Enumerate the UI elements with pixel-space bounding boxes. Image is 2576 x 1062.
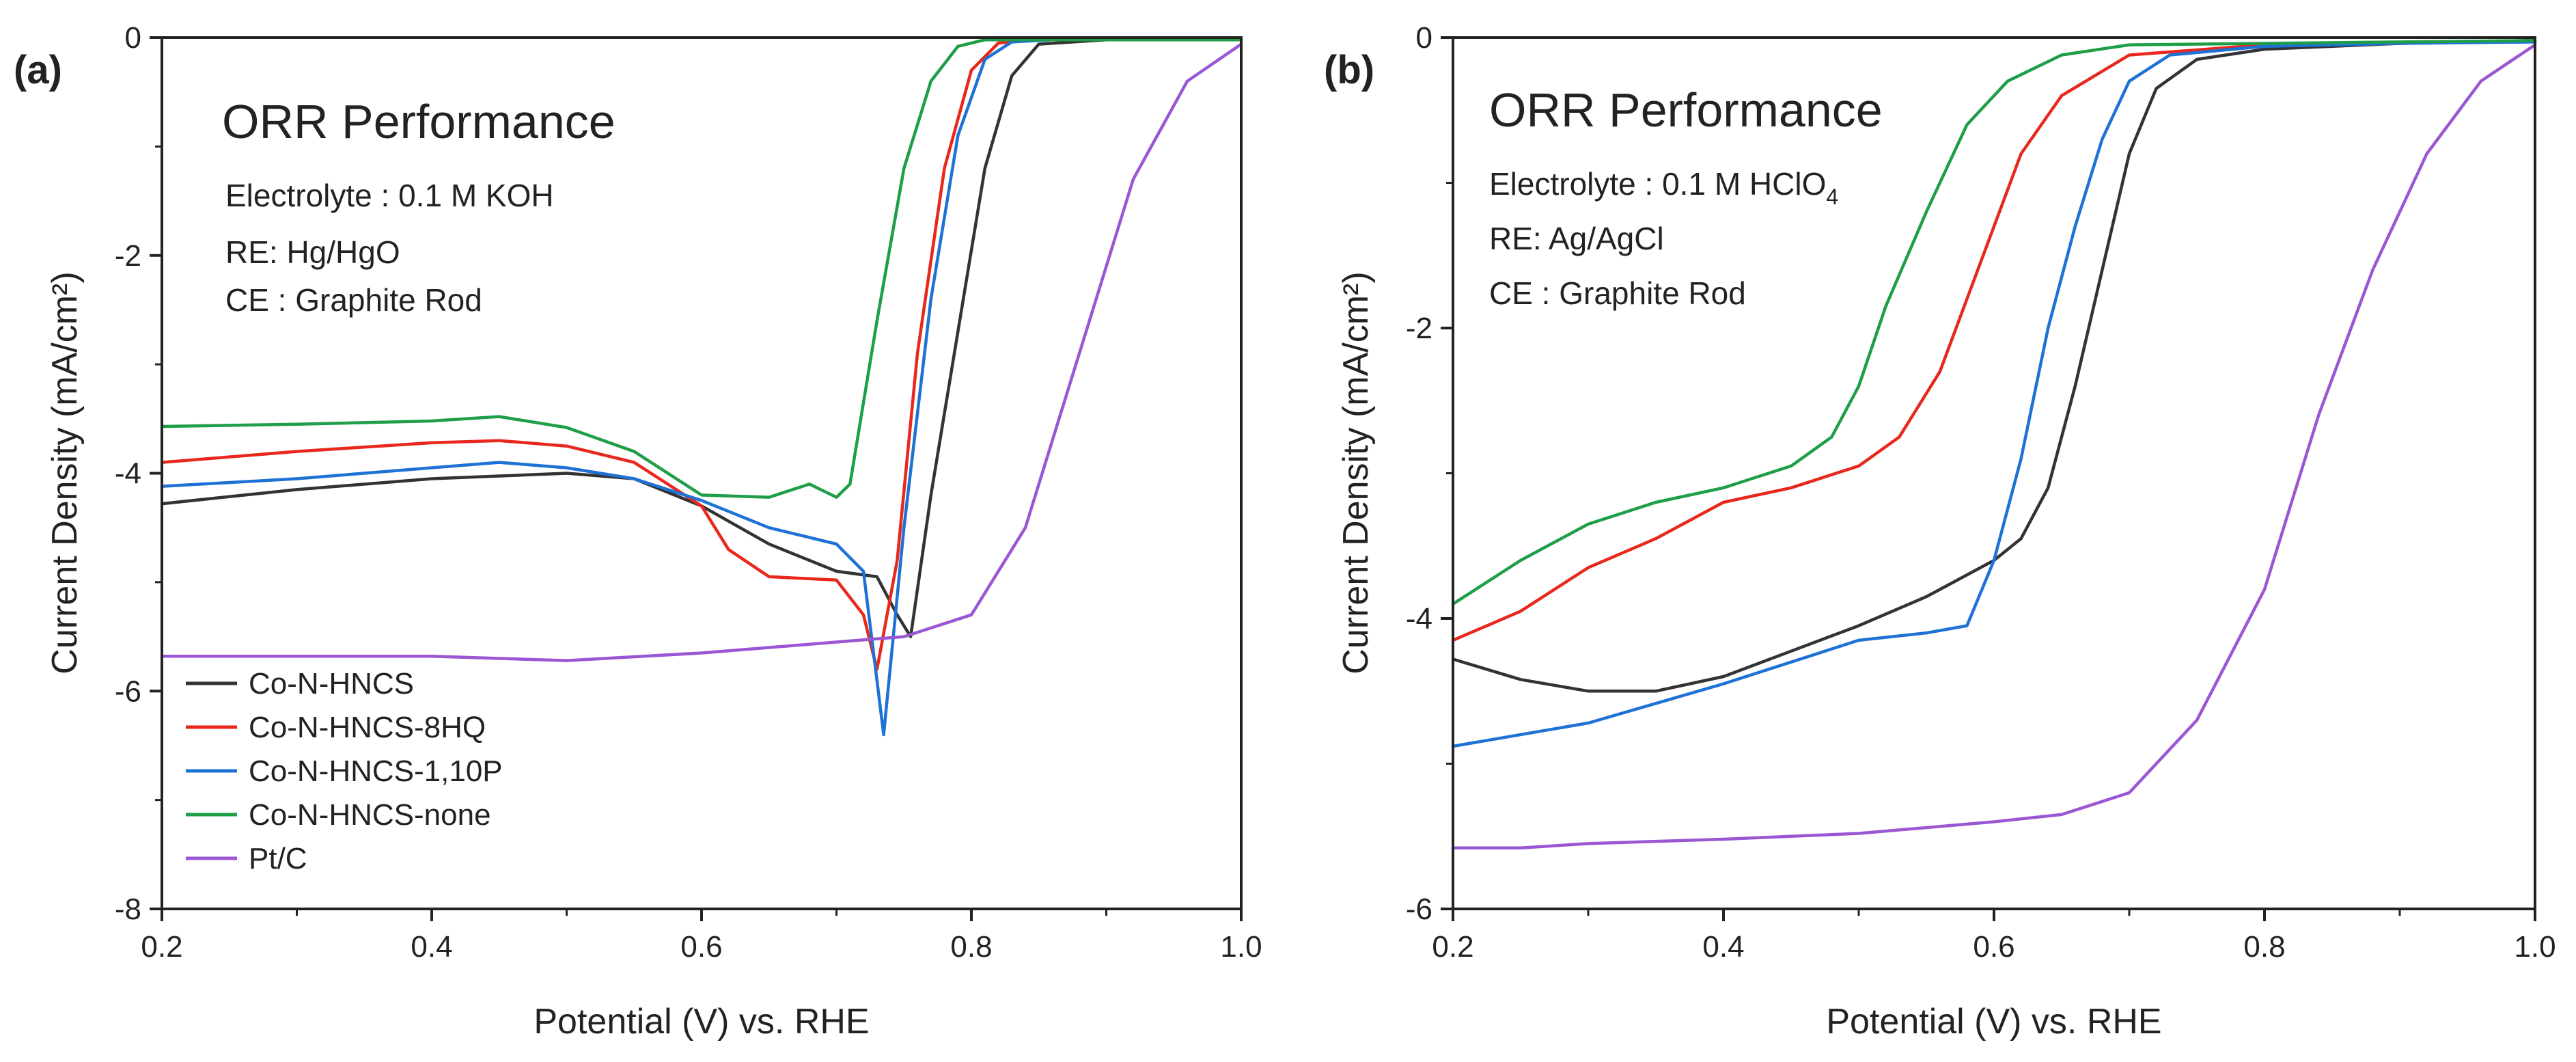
panel-b-annotation-re: RE: Ag/AgCl (1489, 221, 1664, 256)
panel-b-x-tick-label: 0.4 (1702, 930, 1744, 964)
panel-b-y-ticks: 0 -2 -4 -6 (1406, 21, 1453, 926)
panel-b-series-line-4 (1451, 43, 2537, 850)
panel-b-y-tick-label: 0 (1416, 21, 1432, 55)
panel-b-x-tick-label: 0.6 (1973, 930, 2014, 964)
panel-b-x-axis-title: Potential (V) vs. RHE (1826, 1002, 2161, 1041)
panel-a-label: (a) (14, 48, 62, 92)
panel-b-title: ORR Performance (1489, 83, 1883, 137)
panel-a-annotation-re: RE: Hg/HgO (225, 234, 400, 270)
panel-a-x-tick-label: 0.4 (411, 930, 452, 964)
panel-b-x-ticks: 0.2 0.4 0.6 0.8 1.0 (1432, 909, 2556, 964)
panel-a-x-ticks: 0.2 0.4 0.6 0.8 1.0 (141, 909, 1262, 964)
panel-a-y-tick-label: -8 (115, 893, 141, 926)
panel-b-annotation-electrolyte-subscript: 4 (1826, 185, 1838, 209)
panel-a-x-tick-label: 0.8 (950, 930, 992, 964)
panel-a-x-axis-title: Potential (V) vs. RHE (534, 1002, 869, 1041)
legend-label-1: Co-N-HNCS-8HQ (249, 711, 486, 744)
panel-b-annotation-electrolyte-main: Electrolyte : 0.1 M HClO (1489, 166, 1826, 202)
panel-b-series-group (1451, 39, 2537, 850)
panel-b-series-line-1 (1451, 39, 2537, 642)
panel-b-y-axis-title: Current Density (mA/cm²) (1336, 271, 1376, 674)
panel-a-y-tick-label: 0 (125, 21, 141, 55)
panel-a-series-line-3 (160, 38, 1243, 499)
panel-b-x-tick-label: 0.8 (2243, 930, 2285, 964)
chart-panel-a: (a) 0.2 0.4 0.6 0.8 1.0 0 -2 -4 -6 -8 ORR Perfor… (14, 21, 1262, 1041)
panel-a-y-ticks: 0 -2 -4 -6 -8 (115, 21, 162, 926)
panel-a-series-line-1 (160, 38, 1243, 671)
panel-b-annotation-electrolyte: Electrolyte : 0.1 M HClO4 (1489, 166, 1838, 209)
panel-a-series-group (160, 38, 1243, 737)
panel-b-series-line-0 (1451, 39, 2537, 693)
panel-b-y-tick-label: -4 (1406, 602, 1432, 636)
panel-a-x-tick-label: 0.6 (680, 930, 722, 964)
panel-a-x-tick-label: 1.0 (1220, 930, 1262, 964)
panel-a-y-tick-label: -4 (115, 457, 141, 491)
panel-a-series-line-0 (160, 38, 1243, 638)
chart-panel-b: (b) 0.2 0.4 0.6 0.8 1.0 0 -2 -4 -6 ORR Performa… (1324, 21, 2556, 1041)
panel-a-title: ORR Performance (222, 95, 615, 148)
panel-b-series-line-2 (1451, 40, 2537, 748)
panel-b-y-tick-label: -6 (1406, 893, 1432, 926)
panel-a-legend: Co-N-HNCS Co-N-HNCS-8HQ Co-N-HNCS-1,10P Co-… (186, 667, 503, 875)
panel-a-y-axis-title: Current Density (mA/cm²) (45, 271, 85, 674)
panel-a-y-tick-label: -2 (115, 239, 141, 273)
panel-b-annotation-ce: CE : Graphite Rod (1489, 275, 1746, 311)
panel-b-x-tick-label: 1.0 (2514, 930, 2556, 964)
panel-a-x-tick-label: 0.2 (141, 930, 182, 964)
panel-b-label: (b) (1324, 48, 1374, 92)
legend-label-4: Pt/C (249, 842, 307, 875)
panel-b-series-line-3 (1451, 39, 2537, 606)
panel-a-series-line-2 (160, 38, 1243, 737)
legend-label-0: Co-N-HNCS (249, 667, 414, 700)
panel-a-annotation-electrolyte: Electrolyte : 0.1 M KOH (225, 178, 554, 213)
panel-a-series-line-4 (160, 42, 1243, 662)
legend-label-2: Co-N-HNCS-1,10P (249, 754, 503, 788)
panel-a-y-tick-label: -6 (115, 675, 141, 708)
legend-label-3: Co-N-HNCS-none (249, 798, 491, 832)
panel-b-x-tick-label: 0.2 (1432, 930, 1473, 964)
panel-a-annotation-ce: CE : Graphite Rod (225, 282, 482, 318)
panel-b-y-tick-label: -2 (1406, 312, 1432, 345)
